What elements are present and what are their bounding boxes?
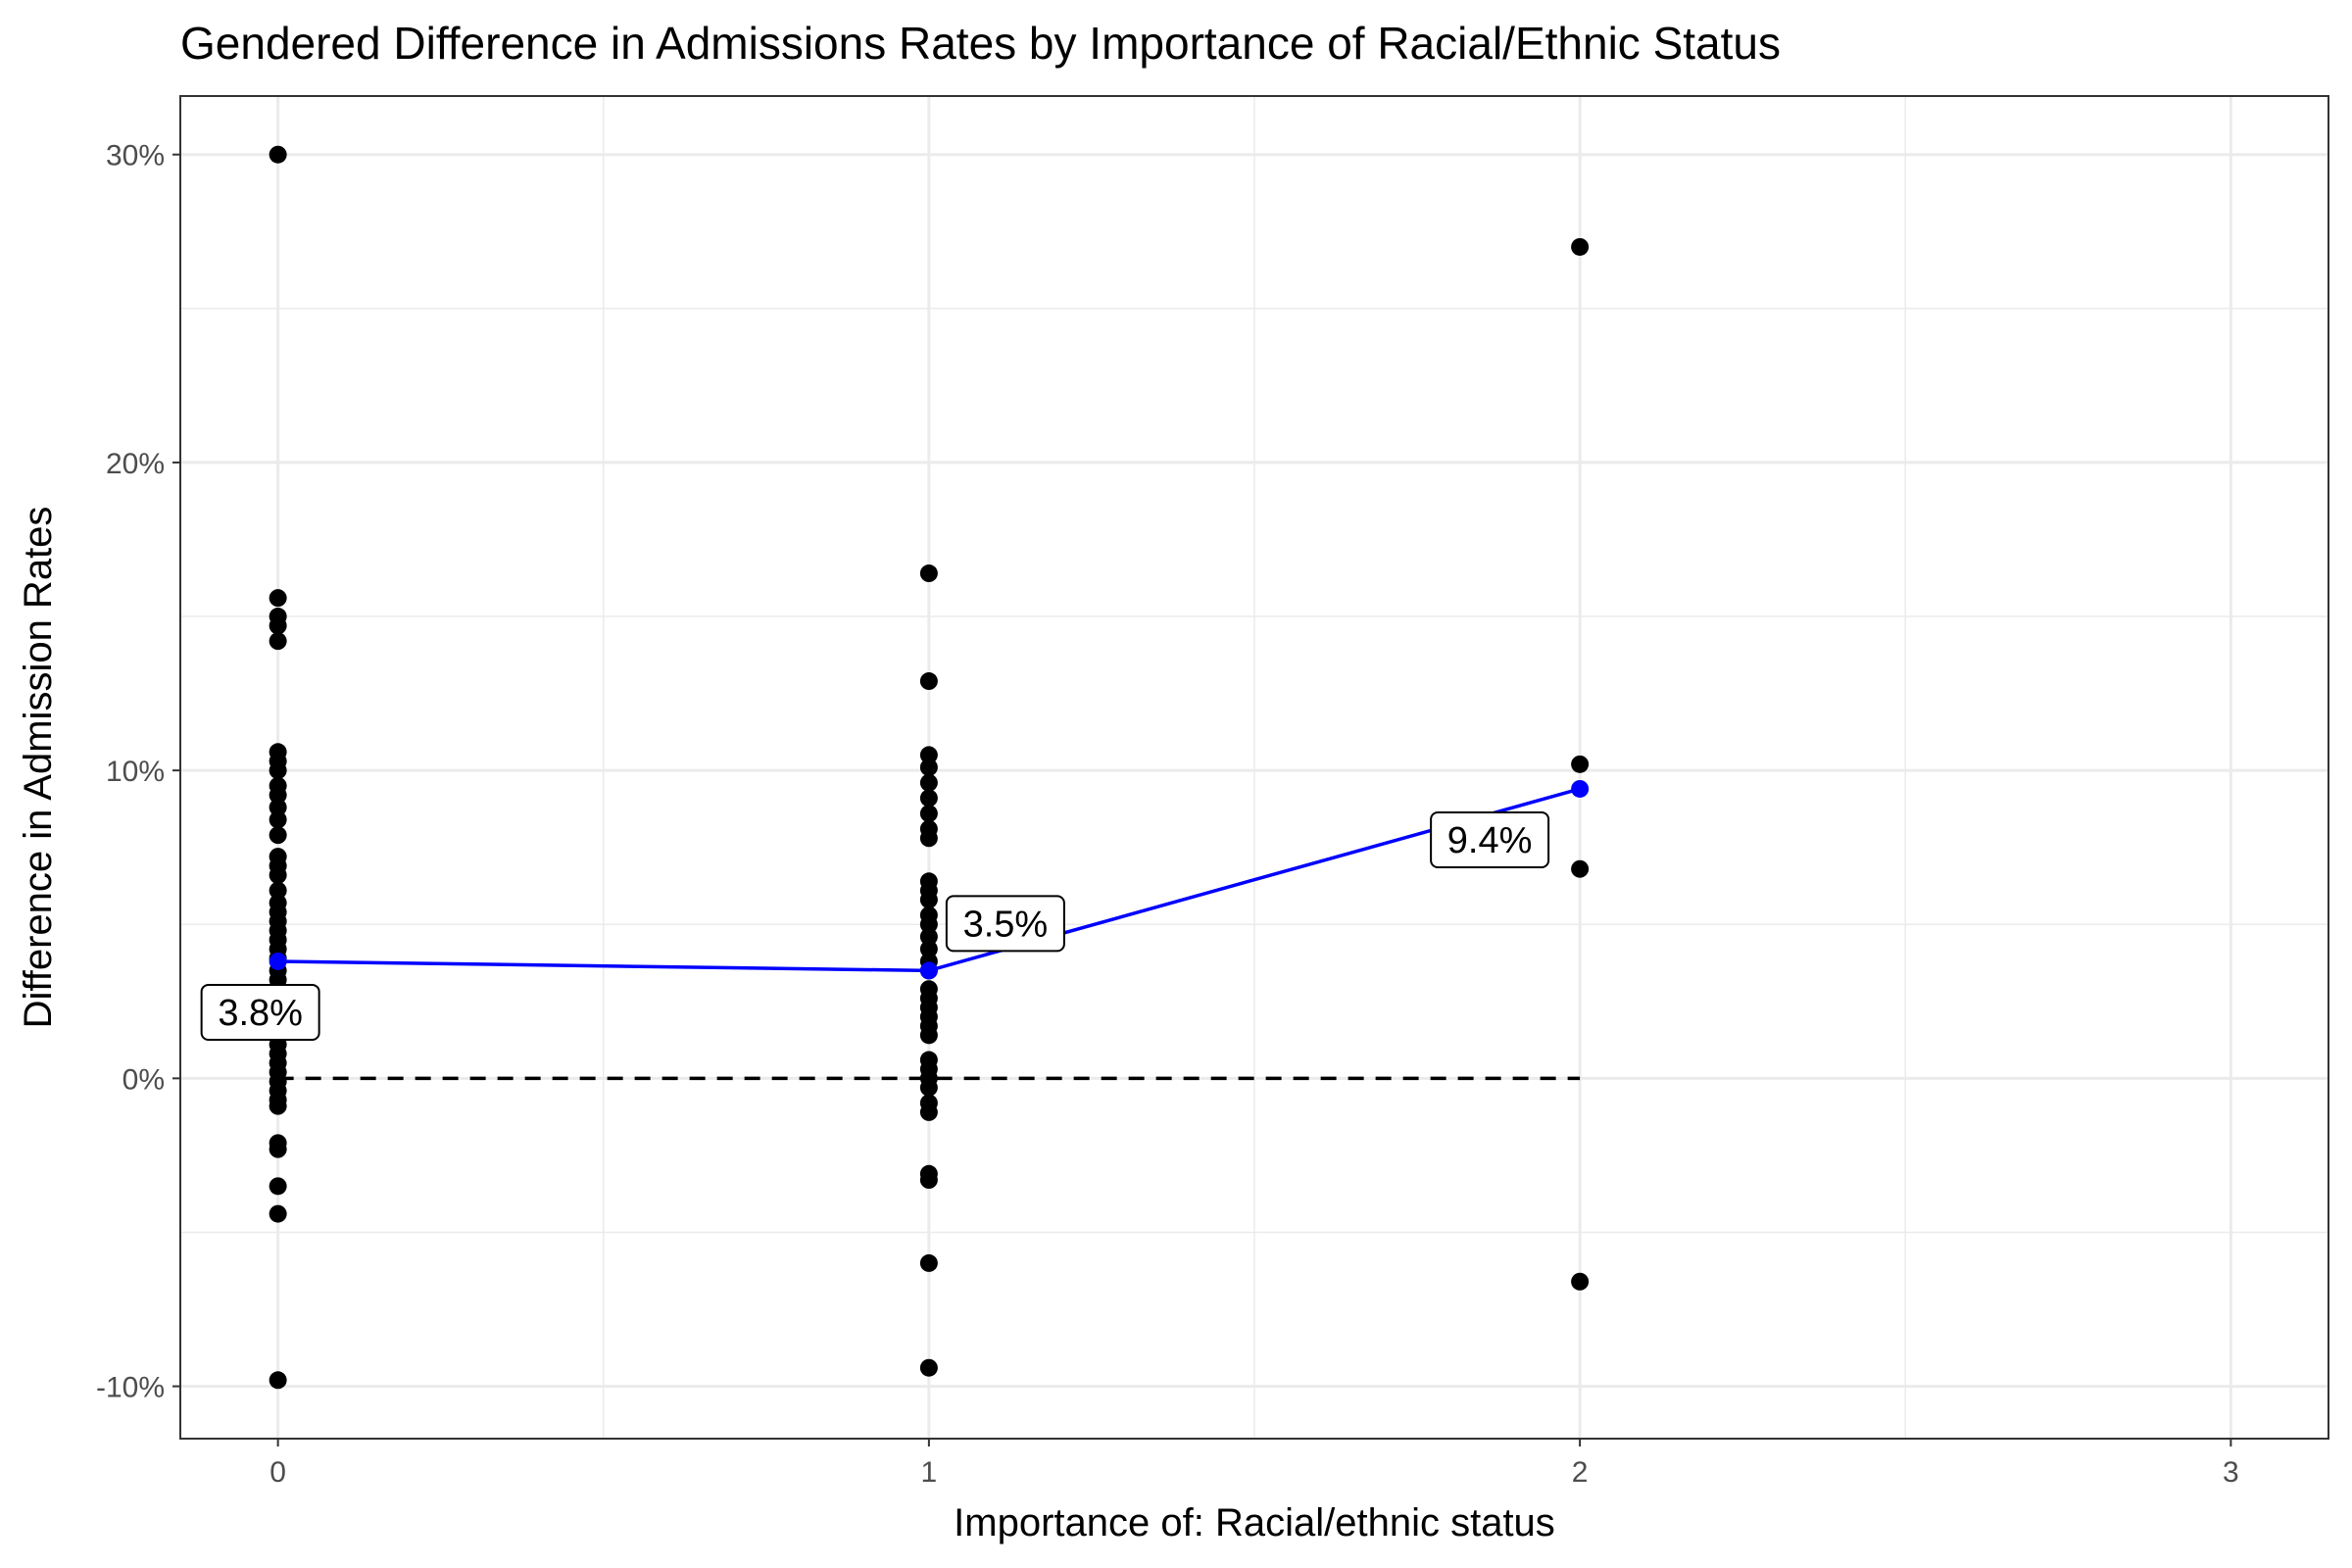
scatter-point [269, 786, 287, 805]
scatter-point [919, 773, 938, 792]
y-tick-label: 0% [122, 1063, 165, 1096]
scatter-point [269, 1371, 287, 1390]
line-layer [269, 779, 1590, 980]
scatter-point [919, 1026, 938, 1045]
data-label-text: 3.5% [963, 904, 1049, 945]
scatter-point [919, 1078, 938, 1097]
scatter-point [269, 632, 287, 651]
scatter-point [919, 829, 938, 848]
scatter-point [269, 761, 287, 780]
scatter-point [269, 1177, 287, 1196]
mean-data-label: 9.4% [1430, 810, 1550, 868]
y-tick-label: 20% [106, 448, 165, 480]
panel-border [179, 95, 2329, 1440]
scatter-point [919, 746, 938, 764]
x-tick-label: 1 [921, 1456, 938, 1489]
grid-major [180, 96, 2328, 1439]
scatter-point [919, 759, 938, 776]
scatter-point [919, 1253, 938, 1272]
mean-point [919, 961, 938, 980]
scatter-point [269, 145, 287, 164]
scatter-point [1571, 859, 1590, 878]
scatter-point [919, 1171, 938, 1190]
y-tick-label: 10% [106, 756, 165, 788]
mean-data-label: 3.8% [200, 983, 320, 1041]
x-tick-label: 3 [2223, 1456, 2239, 1489]
data-label-text: 3.8% [218, 993, 303, 1034]
scatter-point [269, 1097, 287, 1115]
grid-minor [180, 96, 2328, 1439]
y-tick-label: 30% [106, 140, 165, 172]
scatter-point [919, 1358, 938, 1377]
scatter-point [269, 589, 287, 608]
chart-title: Gendered Difference in Admissions Rates … [180, 18, 1781, 69]
scatter-point [269, 810, 287, 829]
mean-point [1571, 779, 1590, 798]
scatter-point [1571, 755, 1590, 773]
y-axis-title: Difference in Admission Rates [17, 507, 60, 1029]
scatter-point [269, 616, 287, 635]
scatter-point [1571, 237, 1590, 256]
scatter-point [919, 672, 938, 691]
scatter-point [919, 891, 938, 909]
scatter-point [269, 826, 287, 845]
mean-point [269, 952, 287, 970]
scatter-point [269, 1140, 287, 1158]
data-label-box [200, 983, 320, 1041]
y-axis: -10% 0% 10% 20% 30% [96, 140, 180, 1404]
scatter-point [919, 805, 938, 823]
scatter-point [269, 798, 287, 816]
scatter-point [269, 1204, 287, 1223]
scatter-point [1571, 1272, 1590, 1291]
scatter-point [919, 1102, 938, 1121]
x-axis-title: Importance of: Racial/ethnic status [954, 1501, 1555, 1544]
scatter-point [919, 789, 938, 808]
x-axis: 0 1 2 3 [270, 1439, 2239, 1489]
data-label-box [945, 895, 1065, 953]
x-tick-label: 0 [270, 1456, 286, 1489]
scatter-point [919, 927, 938, 946]
y-tick-label: -10% [96, 1372, 165, 1404]
data-label-box [1430, 810, 1550, 868]
scatter-point [269, 881, 287, 900]
mean-data-label: 3.5% [945, 895, 1065, 953]
scatter-point [919, 940, 938, 958]
scatter-point [269, 865, 287, 884]
scatter-point [919, 915, 938, 934]
data-label-text: 9.4% [1447, 820, 1533, 861]
label-layer: 3.8% 3.5% 9.4% [200, 810, 1550, 1041]
x-tick-label: 2 [1572, 1456, 1589, 1489]
scatter-point [919, 564, 938, 583]
